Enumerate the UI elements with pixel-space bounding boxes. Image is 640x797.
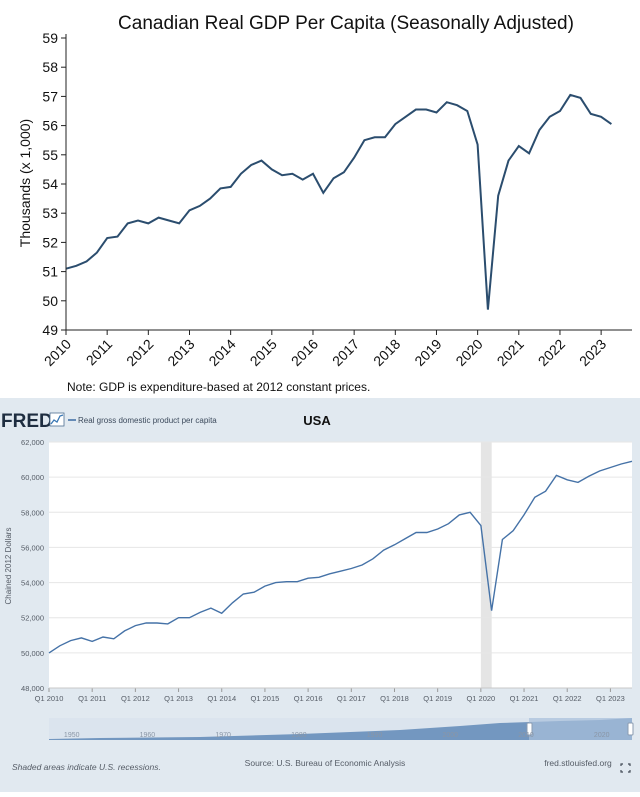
fred-navigator-selection[interactable]: [529, 718, 632, 740]
fred-x-tick-label: Q1 2015: [251, 694, 280, 703]
fred-logo[interactable]: FRED: [1, 411, 53, 432]
fred-panel: FRED Real gross domestic product per cap…: [0, 398, 640, 792]
canada-x-tick-label: 2013: [164, 336, 197, 369]
canada-x-tick-label: 2014: [205, 336, 238, 369]
canada-y-tick-label: 51: [42, 264, 58, 280]
fred-plot-area: [49, 442, 632, 688]
fred-navigator-left-handle[interactable]: [526, 722, 533, 736]
fred-navigator-year: 1960: [140, 732, 156, 739]
canada-y-tick-label: 49: [42, 322, 58, 338]
canada-gdp-chart: Canadian Real GDP Per Capita (Seasonally…: [0, 0, 640, 398]
canada-y-tick-label: 53: [42, 205, 58, 221]
canada-gdp-series-line: [65, 93, 612, 310]
canada-y-tick-label: 55: [42, 147, 58, 163]
fred-x-tick-label: Q1 2021: [510, 694, 539, 703]
canada-y-tick-label: 50: [42, 293, 58, 309]
canada-x-tick-label: 2015: [247, 336, 280, 369]
fred-navigator-right-handle[interactable]: [627, 722, 634, 736]
fred-logo-chart-icon: [49, 412, 65, 427]
canada-x-tick-label: 2019: [411, 336, 444, 369]
fred-x-tick-label: Q1 2019: [423, 694, 452, 703]
fred-navigator-year: 1990: [367, 732, 383, 739]
canada-y-tick-label: 58: [42, 59, 58, 75]
fred-x-tick-label: Q1 2013: [164, 694, 193, 703]
fred-chart-svg: FRED Real gross domestic product per cap…: [1, 411, 634, 773]
fred-navigator-year: 2020: [594, 732, 610, 739]
fred-recession-note: Shaded areas indicate U.S. recessions.: [12, 762, 161, 772]
fred-x-tick-label: Q1 2017: [337, 694, 366, 703]
fred-x-tick-label: Q1 2012: [121, 694, 150, 703]
fred-y-ticks: 48,000 50,000 52,000 54,000 56,000 58,000 60,0…: [21, 438, 44, 693]
canada-x-ticks: 2010 2011 2012 2013 2014 2015 2016 2017 2018 2019…: [41, 330, 609, 369]
fred-navigator-year: 1950: [64, 732, 80, 739]
canada-chart-svg: Canadian Real GDP Per Capita (Seasonally…: [17, 13, 632, 394]
canada-y-axis-label: Thousands (x 1,000): [17, 119, 33, 247]
fred-x-tick-label: Q1 2010: [35, 694, 64, 703]
fred-x-tick-label: Q1 2022: [553, 694, 582, 703]
canada-x-tick-label: 2010: [41, 336, 74, 369]
fred-y-tick-label: 56,000: [21, 543, 44, 552]
fullscreen-icon[interactable]: [620, 763, 631, 773]
canada-y-ticks: 49 50 51 52 53 54 55 56 57 58 59: [42, 30, 66, 338]
fred-range-navigator[interactable]: 1950 1960 1970 1980 1990 2000 2010 2020: [49, 718, 634, 740]
fred-y-tick-label: 52,000: [21, 614, 44, 623]
fred-legend-label: Real gross domestic product per capita: [78, 416, 217, 425]
canada-x-tick-label: 2016: [288, 336, 321, 369]
fred-x-tick-label: Q1 2020: [466, 694, 495, 703]
canada-chart-title: Canadian Real GDP Per Capita (Seasonally…: [118, 13, 574, 34]
fred-y-tick-label: 58,000: [21, 508, 44, 517]
fred-y-tick-label: 54,000: [21, 579, 44, 588]
canada-x-tick-label: 2020: [452, 336, 485, 369]
fred-navigator-year: 1980: [291, 732, 307, 739]
fred-y-tick-label: 60,000: [21, 473, 44, 482]
fred-y-tick-label: 50,000: [21, 649, 44, 658]
fred-gdp-series-line: [48, 460, 633, 654]
fred-site-link[interactable]: fred.stlouisfed.org: [544, 758, 612, 768]
canada-chart-note: Note: GDP is expenditure-based at 2012 c…: [67, 380, 370, 394]
fred-navigator-years: 1950 1960 1970 1980 1990 2000 2010 2020: [64, 732, 610, 739]
canada-y-tick-label: 52: [42, 234, 58, 250]
canada-x-tick-label: 2017: [329, 336, 362, 369]
fred-chart-title: USA: [303, 413, 331, 428]
fred-x-tick-label: Q1 2011: [78, 694, 106, 703]
canada-y-tick-label: 59: [42, 30, 58, 46]
fred-source: Source: U.S. Bureau of Economic Analysis: [245, 758, 406, 768]
canada-x-tick-label: 2022: [535, 336, 568, 369]
fred-x-tick-label: Q1 2018: [380, 694, 409, 703]
fred-x-tick-label: Q1 2016: [294, 694, 323, 703]
canada-x-tick-label: 2018: [370, 336, 403, 369]
fred-y-tick-label: 48,000: [21, 684, 44, 693]
canada-x-tick-label: 2023: [576, 336, 609, 369]
canada-x-tick-label: 2012: [123, 336, 156, 369]
canada-x-tick-label: 2021: [494, 336, 527, 369]
fred-navigator-year: 2000: [442, 732, 458, 739]
canada-y-tick-label: 57: [42, 88, 58, 104]
fred-x-tick-label: Q1 2014: [207, 694, 236, 703]
canada-y-tick-label: 56: [42, 118, 58, 134]
fred-x-ticks: Q1 2010 Q1 2011 Q1 2012 Q1 2013 Q1 2014 Q1 20…: [35, 687, 632, 703]
fred-navigator-year: 1970: [215, 732, 231, 739]
canada-x-tick-label: 2011: [83, 336, 116, 369]
fred-y-axis-label: Chained 2012 Dollars: [4, 528, 13, 605]
fred-x-tick-label: Q1 2023: [596, 694, 625, 703]
fred-y-tick-label: 62,000: [21, 438, 44, 447]
canada-y-tick-label: 54: [42, 176, 58, 192]
fred-navigator-year: 2010: [518, 732, 534, 739]
